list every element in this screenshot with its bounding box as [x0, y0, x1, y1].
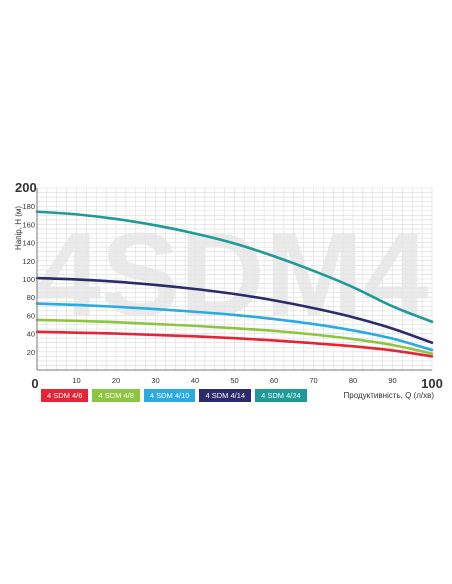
legend: 4 SDM 4/6 4 SDM 4/8 4 SDM 4/10 4 SDM 4/14 4 … — [41, 389, 307, 402]
x-axis-label: Продуктивність, Q (л/хв) — [343, 391, 435, 400]
y-tick-label: 160 — [22, 220, 35, 229]
series-lines — [35, 210, 434, 358]
legend-item: 4 SDM 4/14 — [199, 389, 252, 402]
x-tick-label: 10 — [72, 376, 80, 385]
y-axis-label: Напір, H (м) — [14, 206, 23, 250]
y-tick-label: 40 — [27, 330, 35, 339]
series-line — [35, 302, 434, 352]
legend-item: 4 SDM 4/10 — [143, 389, 196, 402]
x-tick-label: 40 — [191, 376, 199, 385]
y-tick-label: 200 — [15, 180, 37, 195]
x-tick-label: 70 — [309, 376, 317, 385]
legend-item: 4 SDM 4/8 — [92, 389, 140, 402]
x-tick-label: 0 — [31, 376, 38, 391]
series-line — [35, 210, 434, 324]
axes — [36, 188, 432, 371]
x-tick-label: 80 — [349, 376, 357, 385]
y-tick-label: 120 — [22, 257, 35, 266]
y-tick-label: 180 — [22, 202, 35, 211]
y-tick-label: 20 — [27, 348, 35, 357]
legend-item: 4 SDM 4/24 — [255, 389, 307, 402]
y-tick-label: 80 — [27, 293, 35, 302]
y-tick-label: 140 — [22, 239, 35, 248]
tick-labels: 20 40 60 80 100 120 140 160 180 200 0 10 20 30 40 50 60 7… — [15, 180, 443, 391]
x-tick-label: 20 — [112, 376, 120, 385]
y-tick-label: 100 — [22, 275, 35, 284]
x-tick-label: 30 — [151, 376, 159, 385]
series-line — [35, 276, 434, 344]
legend-item: 4 SDM 4/6 — [41, 389, 89, 402]
series-line — [35, 330, 434, 358]
x-tick-label: 90 — [388, 376, 396, 385]
series-line — [35, 318, 434, 355]
x-tick-label: 60 — [270, 376, 278, 385]
y-tick-label: 60 — [27, 311, 35, 320]
x-tick-label: 50 — [230, 376, 238, 385]
x-tick-label: 100 — [421, 376, 443, 391]
